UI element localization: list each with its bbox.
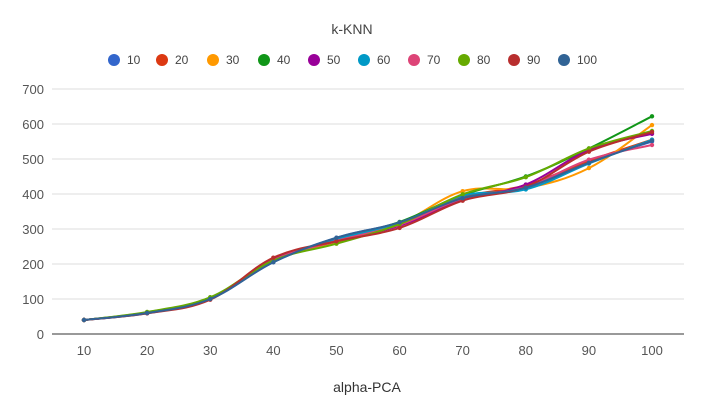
y-tick-label: 0 (37, 327, 44, 342)
data-point (649, 129, 655, 135)
series-line (83, 132, 653, 321)
data-point (586, 160, 592, 166)
legend-swatch (358, 54, 370, 66)
series-100 (81, 138, 655, 323)
y-tick-label: 500 (22, 152, 44, 167)
data-point (334, 239, 339, 244)
legend-swatch (308, 54, 320, 66)
x-tick-label: 10 (77, 343, 91, 358)
data-point (523, 175, 528, 180)
data-point (649, 142, 655, 148)
data-point (81, 317, 87, 323)
x-tick-label: 50 (329, 343, 343, 358)
x-tick-label: 80 (519, 343, 533, 358)
legend-item[interactable]: 20 (156, 53, 189, 67)
x-tick-label: 40 (266, 343, 280, 358)
legend-label: 70 (427, 53, 441, 67)
x-tick-label: 90 (582, 343, 596, 358)
gridlines (52, 88, 684, 300)
legend-swatch (558, 54, 570, 66)
data-point (586, 165, 592, 171)
legend-item[interactable]: 10 (108, 53, 141, 67)
legend-label: 10 (127, 53, 141, 67)
data-point (586, 157, 592, 162)
series-40 (81, 114, 655, 323)
legend-item[interactable]: 70 (408, 53, 441, 67)
x-axis-ticks: 10 20 30 40 50 60 70 80 90 100 (77, 343, 663, 358)
series-30 (81, 122, 655, 323)
x-axis-label: alpha-PCA (333, 379, 401, 395)
data-point (271, 255, 276, 260)
y-tick-label: 600 (22, 117, 44, 132)
legend-swatch (108, 54, 120, 66)
legend-item[interactable]: 30 (207, 53, 240, 67)
data-point (523, 185, 528, 190)
x-tick-label: 30 (203, 343, 217, 358)
series-line (83, 115, 653, 321)
series-line (83, 131, 653, 321)
y-axis-ticks: 0 100 200 300 400 500 600 700 (22, 82, 44, 342)
legend-label: 30 (226, 53, 240, 67)
series-line (83, 139, 653, 321)
legend-label: 80 (477, 53, 491, 67)
series-group (81, 114, 655, 323)
x-tick-label: 20 (140, 343, 154, 358)
data-point (460, 196, 465, 201)
legend-swatch (156, 54, 168, 66)
data-point (586, 146, 592, 151)
legend-label: 60 (377, 53, 391, 67)
legend-label: 90 (527, 53, 541, 67)
legend-swatch (258, 54, 270, 66)
legend-item[interactable]: 50 (308, 53, 341, 67)
legend-label: 100 (577, 53, 597, 67)
series-50 (81, 131, 655, 323)
data-point (586, 149, 592, 154)
legend-swatch (458, 54, 470, 66)
data-point (144, 310, 150, 316)
legend-item[interactable]: 90 (508, 53, 541, 67)
data-point (397, 220, 402, 225)
series-line (83, 124, 653, 321)
legend: 10 20 30 40 50 60 70 80 90 100 (108, 53, 597, 67)
chart-title: k-KNN (331, 21, 372, 37)
legend-item[interactable]: 80 (458, 53, 491, 67)
legend-swatch (408, 54, 420, 66)
legend-item[interactable]: 40 (258, 53, 291, 67)
data-point (271, 260, 276, 265)
legend-item[interactable]: 60 (358, 53, 391, 67)
legend-item[interactable]: 100 (558, 53, 597, 67)
data-point (208, 296, 213, 302)
data-point (460, 192, 465, 197)
y-tick-label: 300 (22, 222, 44, 237)
y-tick-label: 200 (22, 257, 44, 272)
legend-swatch (508, 54, 520, 66)
data-point (649, 122, 655, 128)
data-point (334, 235, 339, 240)
data-point (649, 114, 655, 119)
x-tick-label: 100 (641, 343, 663, 358)
x-tick-label: 60 (392, 343, 406, 358)
y-tick-label: 100 (22, 292, 44, 307)
legend-label: 20 (175, 53, 189, 67)
series-80 (81, 128, 655, 323)
x-tick-label: 70 (455, 343, 469, 358)
legend-label: 40 (277, 53, 291, 67)
data-point (649, 138, 655, 143)
data-point (397, 225, 402, 231)
legend-swatch (207, 54, 219, 66)
legend-label: 50 (327, 53, 341, 67)
data-point (460, 189, 465, 194)
y-tick-label: 700 (22, 82, 44, 97)
y-tick-label: 400 (22, 187, 44, 202)
